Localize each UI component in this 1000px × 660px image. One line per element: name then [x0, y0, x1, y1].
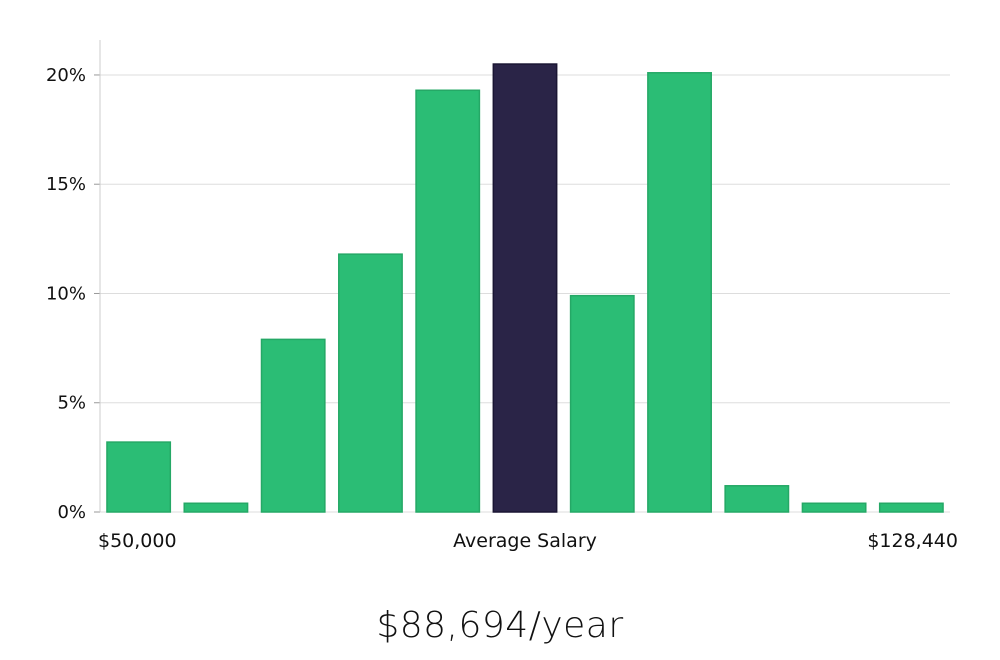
- histogram-bar: [878, 502, 944, 513]
- average-salary-value: $88,694/year: [376, 605, 624, 646]
- histogram-bar: [260, 338, 326, 513]
- y-tick-label: 5%: [57, 393, 86, 414]
- histogram-bar: [338, 253, 403, 513]
- bar-layer: [106, 63, 944, 513]
- salary-histogram-chart: 0% 5% 10% 15% 20% $50,000 Average Salary $12…: [46, 40, 958, 552]
- y-tick-label: 15%: [46, 174, 86, 195]
- y-tick-labels: 0% 5% 10% 15% 20%: [46, 65, 86, 523]
- histogram-bar: [415, 89, 481, 513]
- histogram-bar: [647, 72, 712, 513]
- y-tick-label: 20%: [46, 65, 86, 86]
- y-tick-label: 10%: [46, 283, 86, 304]
- histogram-bar: [183, 502, 249, 513]
- histogram-bar: [106, 441, 172, 513]
- bar-average-salary: [492, 63, 558, 513]
- histogram-bar: [801, 502, 867, 513]
- x-max-label: $128,440: [867, 530, 958, 552]
- y-tick-label: 0%: [57, 502, 86, 523]
- x-center-label: Average Salary: [453, 530, 597, 552]
- x-min-label: $50,000: [98, 530, 177, 552]
- histogram-bar: [569, 294, 635, 513]
- histogram-bar: [724, 485, 790, 513]
